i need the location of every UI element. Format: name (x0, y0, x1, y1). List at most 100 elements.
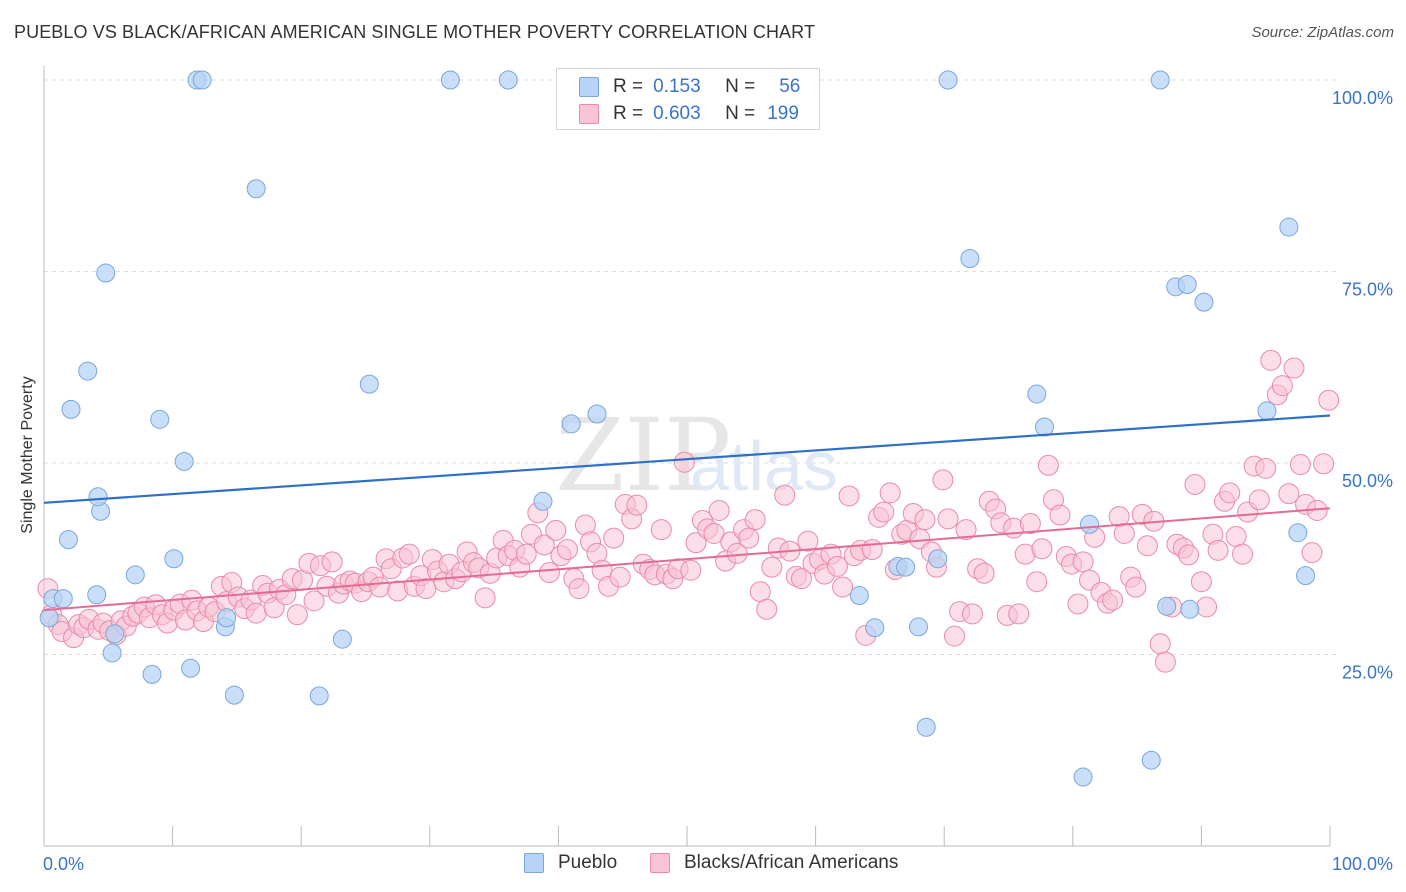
pueblo-point (1180, 599, 1200, 619)
pueblo-point (87, 585, 107, 605)
pueblo-point (587, 404, 607, 424)
blacks-point (1190, 571, 1212, 593)
r-value: 0.153 (653, 76, 701, 97)
pueblo-point (938, 70, 958, 90)
pueblo-swatch (579, 77, 599, 97)
pueblo-trend-line (43, 414, 1331, 504)
pueblo-point (1027, 384, 1047, 404)
pueblo-point (928, 549, 948, 569)
pueblo-point (174, 451, 194, 471)
r-label: R = (613, 76, 644, 97)
blacks-swatch (579, 104, 599, 124)
blacks-point (961, 603, 983, 625)
pueblo-point (102, 643, 122, 663)
pueblo-point (960, 248, 980, 268)
blacks-point (650, 519, 672, 541)
blacks-point (1301, 542, 1323, 564)
blacks-point (538, 562, 560, 584)
blacks-trend-line (43, 507, 1331, 612)
blacks-point (415, 578, 437, 600)
series-pueblo-points (39, 70, 1316, 787)
blacks-point (955, 519, 977, 541)
blacks-point (680, 559, 702, 581)
pueblo-point (332, 629, 352, 649)
blacks-point (533, 534, 555, 556)
blacks-point (790, 568, 812, 590)
stats-legend: R = 0.153 N = 56 R = 0.603 N = 199 (556, 68, 820, 130)
blacks-point (756, 598, 778, 620)
pueblo-point (105, 624, 125, 644)
blacks-point (1313, 453, 1335, 475)
r-label: R = (613, 103, 644, 124)
r-value: 0.603 (653, 103, 701, 124)
bottom-legend: Pueblo Blacks/African Americans (0, 852, 1406, 878)
pueblo-point (849, 586, 869, 606)
n-value: 199 (767, 103, 799, 124)
pueblo-point (246, 179, 266, 199)
pueblo-point (498, 70, 518, 90)
blacks-point (286, 604, 308, 626)
x-tick-label-max: 100.0% (1332, 854, 1393, 874)
blacks-point (1260, 349, 1282, 371)
blacks-point (1255, 457, 1277, 479)
blacks-point (303, 590, 325, 612)
pueblo-point (440, 70, 460, 90)
pueblo-point (192, 70, 212, 90)
pueblo-point (561, 414, 581, 434)
pueblo-point (1073, 767, 1093, 787)
blacks-point (1019, 513, 1041, 535)
y-tick-label: 100.0% (1332, 88, 1393, 108)
pueblo-point (224, 685, 244, 705)
pueblo-point (1177, 275, 1197, 295)
pueblo-point (359, 374, 379, 394)
pueblo-point (164, 549, 184, 569)
blacks-point (1049, 504, 1071, 526)
blacks-point (474, 587, 496, 609)
n-label: N = (725, 76, 756, 97)
legend-item-blacks[interactable]: Blacks/African Americans (650, 852, 898, 874)
blacks-point (245, 602, 267, 624)
blacks-point (1196, 596, 1218, 618)
blacks-point (914, 509, 936, 531)
pueblo-point (1150, 70, 1170, 90)
pueblo-point (533, 491, 553, 511)
blacks-point (1026, 571, 1048, 593)
blacks-point (761, 556, 783, 578)
blacks-point (708, 499, 730, 521)
pueblo-point (39, 608, 59, 628)
blacks-point (1125, 576, 1147, 598)
blacks-point (609, 566, 631, 588)
pueblo-point (1157, 596, 1177, 616)
pueblo-point (61, 399, 81, 419)
blacks-point (1102, 589, 1124, 611)
blacks-point (321, 551, 343, 573)
y-tick-label: 50.0% (1342, 471, 1393, 491)
pueblo-point (88, 487, 108, 507)
pueblo-point (908, 617, 928, 637)
blacks-point (1283, 357, 1305, 379)
pueblo-point (865, 618, 885, 638)
legend-row-blacks: R = 0.603 N = 199 (579, 102, 799, 126)
tick-labels: 25.0% 50.0% 75.0% 100.0% 0.0% 100.0% (43, 88, 1393, 874)
blacks-point (1113, 522, 1135, 544)
blacks-point (826, 555, 848, 577)
blacks-point (568, 578, 590, 600)
y-tick-label: 75.0% (1342, 280, 1393, 300)
blacks-point (797, 530, 819, 552)
pueblo-swatch (524, 853, 544, 873)
n-label: N = (725, 103, 756, 124)
blacks-point (838, 485, 860, 507)
blacks-point (1184, 473, 1206, 495)
pueblo-point (217, 608, 237, 628)
pueblo-point (78, 361, 98, 381)
blacks-point (1037, 454, 1059, 476)
blacks-swatch (650, 853, 670, 873)
blacks-point (873, 501, 895, 523)
blacks-point (1248, 489, 1270, 511)
legend-item-pueblo[interactable]: Pueblo (524, 852, 617, 874)
blacks-point (879, 482, 901, 504)
blacks-point (398, 543, 420, 565)
trend-lines (43, 414, 1331, 612)
y-tick-label: 25.0% (1342, 663, 1393, 683)
blacks-point (973, 562, 995, 584)
